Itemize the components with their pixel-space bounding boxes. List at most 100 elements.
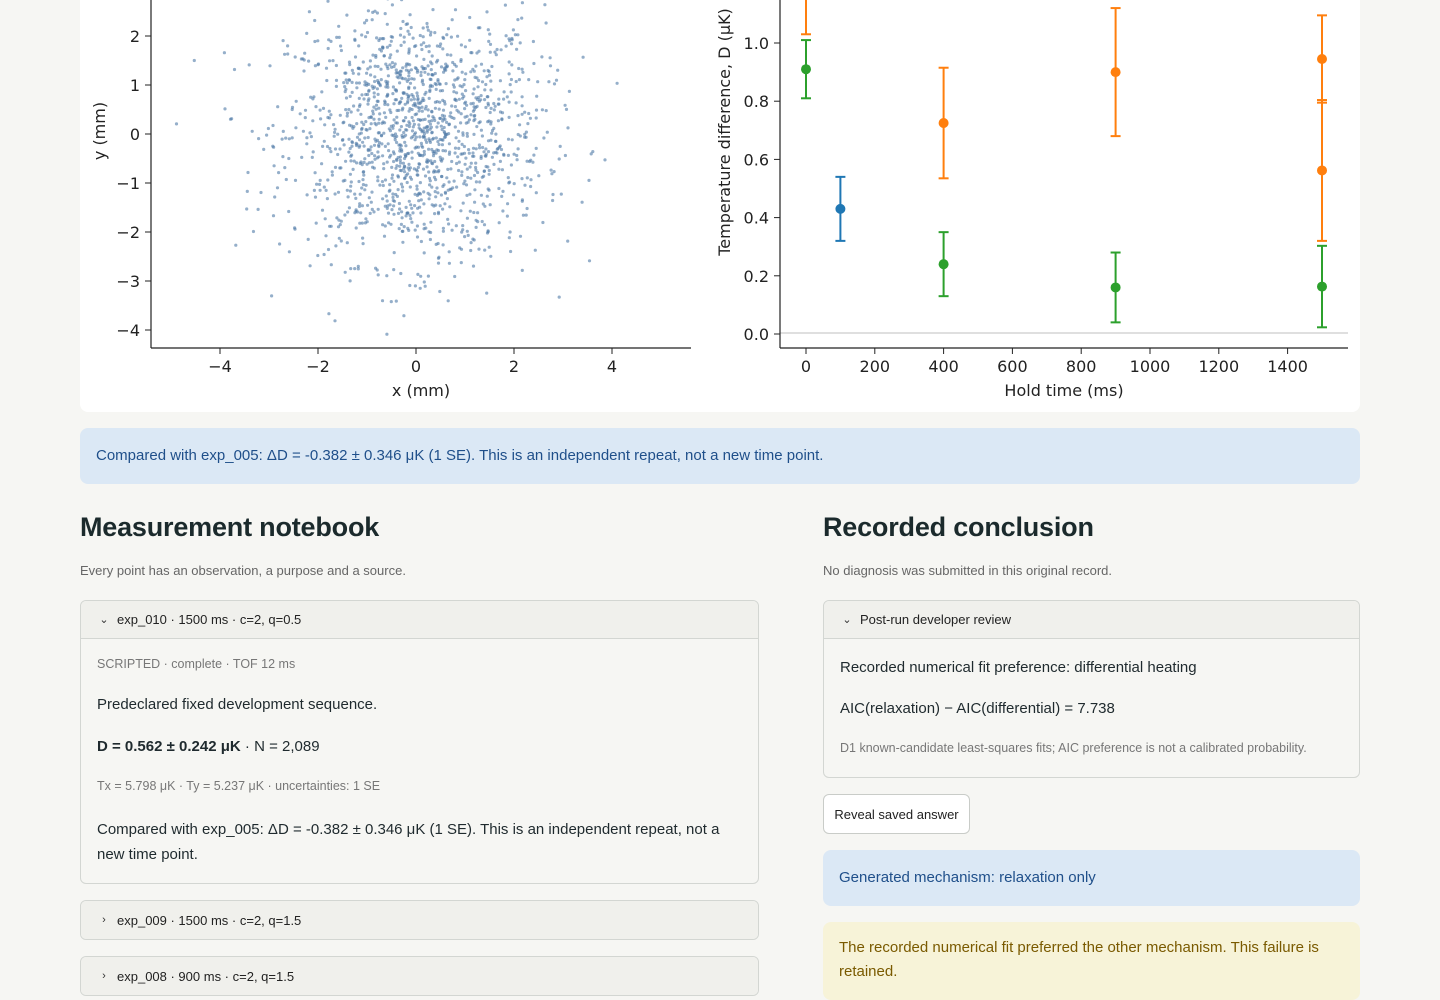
scatter-point	[362, 173, 366, 177]
scatter-point	[475, 97, 480, 102]
scatter-point	[445, 176, 449, 180]
scatter-point	[399, 26, 403, 31]
scatter-point	[373, 75, 377, 79]
entry-header[interactable]: ⌄ exp_010 · 1500 ms · c=2, q=0.5	[81, 601, 758, 639]
scatter-point	[371, 53, 375, 57]
review-header[interactable]: ⌄ Post-run developer review	[824, 601, 1359, 639]
scatter-point	[329, 150, 333, 154]
scatter-point	[459, 59, 463, 64]
scatter-point	[399, 271, 403, 276]
scatter-point	[358, 192, 362, 196]
scatter-point	[484, 164, 488, 169]
scatter-point	[508, 180, 512, 184]
scatter-point	[488, 110, 492, 115]
scatter-point	[465, 167, 469, 171]
scatter-point	[477, 247, 481, 251]
scatter-point	[502, 90, 506, 94]
scatter-point	[442, 125, 446, 130]
scatter-point	[468, 38, 472, 42]
scatter-point	[492, 126, 496, 130]
scatter-point	[472, 154, 476, 158]
scatter-point	[399, 144, 403, 148]
scatter-point	[468, 192, 472, 196]
scatter-point	[472, 173, 477, 178]
scatter-point	[404, 64, 408, 68]
reveal-saved-answer-button[interactable]: Reveal saved answer	[823, 794, 970, 834]
scatter-point	[441, 207, 445, 211]
scatter-point	[331, 59, 335, 63]
scatter-point	[507, 37, 511, 41]
scatter-point	[563, 103, 567, 107]
entry-header[interactable]: › exp_008 · 900 ms · c=2, q=1.5	[81, 957, 758, 995]
scatter-point	[307, 10, 311, 14]
scatter-point	[529, 178, 533, 182]
scatter-point	[256, 207, 260, 211]
scatter-point	[492, 108, 496, 112]
scatter-point	[360, 186, 364, 190]
scatter-point	[407, 51, 411, 55]
scatter-point	[450, 228, 454, 232]
scatter-point	[431, 8, 435, 12]
scatter-point	[475, 51, 479, 55]
notebook-entry-exp-009[interactable]: › exp_009 · 1500 ms · c=2, q=1.5	[80, 900, 759, 940]
scatter-point	[360, 120, 364, 124]
scatter-point	[342, 81, 346, 85]
scatter-point	[405, 211, 410, 215]
scatter-point	[416, 101, 420, 105]
scatter-point	[300, 155, 304, 159]
scatter-point	[402, 225, 406, 229]
scatter-point	[362, 160, 366, 164]
entry-header[interactable]: › exp_009 · 1500 ms · c=2, q=1.5	[81, 901, 758, 939]
scatter-point	[404, 154, 408, 158]
scatter-point	[580, 200, 584, 204]
scatter-point	[392, 102, 396, 106]
scatter-point	[376, 79, 380, 83]
scatter-point	[482, 223, 487, 227]
scatter-point	[441, 243, 445, 247]
scatter-point	[403, 77, 407, 81]
scatter-point	[462, 94, 466, 98]
scatter-point	[402, 164, 406, 168]
scatter-point	[472, 132, 476, 136]
scatter-point	[357, 204, 362, 208]
scatter-point	[417, 199, 421, 203]
scatter-point	[473, 200, 477, 204]
scatter-point	[544, 109, 548, 113]
scatter-point	[426, 72, 430, 76]
scatter-point	[405, 152, 410, 156]
scatter-point	[293, 226, 297, 230]
entry-header-label: exp_010 · 1500 ms · c=2, q=0.5	[117, 612, 302, 627]
scatter-point	[409, 217, 413, 221]
scatter-point	[444, 82, 448, 86]
scatter-point	[478, 26, 482, 30]
scatter-point	[314, 105, 318, 109]
scatter-point	[357, 66, 361, 70]
scatter-point	[361, 242, 365, 246]
scatter-point	[415, 70, 419, 74]
scatter-point	[335, 35, 339, 40]
scatter-x-tick-label: −2	[306, 357, 330, 376]
scatter-point	[424, 44, 428, 49]
scatter-point	[305, 136, 309, 140]
scatter-point	[354, 196, 358, 200]
scatter-point	[322, 185, 326, 189]
scatter-point	[320, 90, 324, 94]
scatter-point	[390, 61, 394, 65]
notebook-entry-exp-008[interactable]: › exp_008 · 900 ms · c=2, q=1.5	[80, 956, 759, 996]
scatter-point	[457, 160, 461, 164]
scatter-point	[436, 140, 440, 144]
scatter-point	[526, 122, 530, 126]
scatter-point	[393, 132, 398, 136]
scatter-point	[471, 146, 476, 150]
scatter-point	[534, 108, 539, 112]
scatter-point	[374, 55, 378, 59]
scatter-point	[461, 131, 465, 135]
scatter-point	[455, 108, 459, 112]
scatter-point	[387, 149, 391, 153]
scatter-point	[564, 107, 569, 111]
scatter-point	[428, 33, 433, 37]
scatter-point	[487, 172, 491, 176]
scatter-point	[418, 33, 422, 38]
scatter-point	[377, 131, 381, 135]
scatter-point	[443, 102, 447, 106]
